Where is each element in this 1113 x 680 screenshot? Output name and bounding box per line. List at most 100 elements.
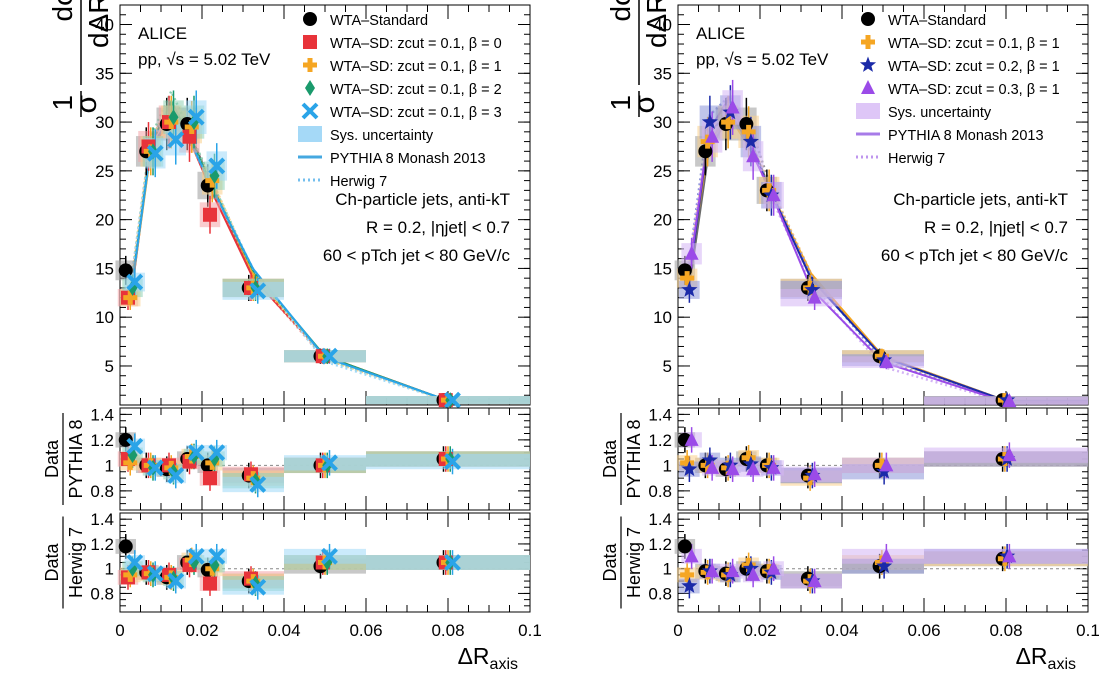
data-point bbox=[684, 245, 699, 260]
x-axis-label: ΔRaxis bbox=[1016, 643, 1076, 673]
y-label-frac-denominator: σ bbox=[628, 95, 661, 114]
x-tick-label: 0 bbox=[115, 621, 124, 640]
y-tick-label: 1.4 bbox=[90, 405, 114, 424]
data-point bbox=[879, 354, 894, 369]
y-tick-label: 20 bbox=[653, 211, 672, 230]
y-label-dR: dΔRaxis bbox=[641, 0, 677, 48]
y-tick-label: 30 bbox=[653, 113, 672, 132]
data-point bbox=[164, 115, 179, 130]
legend-label: PYTHIA 8 Monash 2013 bbox=[330, 151, 486, 167]
legend-marker bbox=[861, 35, 875, 49]
ratio-point bbox=[187, 547, 205, 565]
data-point bbox=[762, 183, 777, 198]
legend-label: PYTHIA 8 Monash 2013 bbox=[888, 128, 1044, 144]
ratio-point bbox=[321, 454, 338, 472]
legend: WTA–Standard WTA–SD: zcut = 0.1, β = 1 WTA… bbox=[856, 12, 1060, 167]
experiment-label: ALICE bbox=[138, 24, 187, 43]
ratio-label-denominator: Herwig 7 bbox=[624, 527, 644, 598]
ratio-point bbox=[249, 476, 267, 493]
ratio-point bbox=[167, 572, 185, 590]
ratio-point bbox=[876, 557, 893, 574]
y-tick-label: 5 bbox=[663, 357, 672, 376]
x-tick-label: 0.08 bbox=[431, 621, 464, 640]
y-tick-label: 1.4 bbox=[648, 510, 672, 529]
data-point bbox=[807, 289, 822, 304]
ratio-point bbox=[705, 459, 720, 474]
data-point bbox=[202, 207, 217, 222]
ratio-point bbox=[807, 466, 822, 481]
ratio-point bbox=[879, 457, 894, 472]
legend-swatch bbox=[856, 103, 880, 119]
data-point bbox=[444, 391, 461, 409]
y-tick-label: 1 bbox=[663, 456, 672, 475]
ratio-point bbox=[1002, 447, 1017, 462]
ratio-point bbox=[123, 567, 138, 582]
ratio-point bbox=[677, 539, 692, 554]
data-point bbox=[680, 271, 695, 286]
legend-label: WTA–SD: zcut = 0.1, β = 3 bbox=[330, 105, 502, 121]
y-tick-label: 15 bbox=[653, 259, 672, 278]
data-point bbox=[725, 99, 740, 114]
ratio-point bbox=[700, 458, 715, 473]
y-label-frac-numerator: 1 bbox=[605, 95, 636, 111]
data-point bbox=[126, 273, 144, 291]
data-point bbox=[249, 282, 267, 300]
y-axis-label-ratio: Data Herwig 7Data / Herwig 7 bbox=[600, 516, 644, 609]
legend-marker bbox=[301, 102, 319, 120]
y-tick-label: 5 bbox=[105, 357, 114, 376]
ratio-point bbox=[1002, 548, 1017, 563]
jet-def-line3: 60 < pTch jet < 80 GeV/c bbox=[881, 246, 1069, 265]
y-tick-label: 40 bbox=[653, 16, 672, 35]
ratio-point bbox=[444, 453, 461, 470]
ratio-point bbox=[684, 548, 699, 563]
y-tick-label: 1.2 bbox=[648, 535, 672, 554]
legend-marker bbox=[861, 80, 875, 94]
y-tick-label: 1.2 bbox=[90, 535, 114, 554]
data-point bbox=[168, 109, 179, 126]
ratio-point bbox=[741, 557, 756, 572]
experiment-label: ALICE bbox=[696, 24, 745, 43]
ratio-point bbox=[187, 444, 205, 462]
ratio-point bbox=[146, 459, 164, 477]
y-tick-label: 1 bbox=[105, 560, 114, 579]
ratio-label-denominator: Herwig 7 bbox=[66, 527, 86, 598]
data-point bbox=[721, 115, 736, 130]
ratio-point bbox=[874, 555, 889, 570]
ratio-point bbox=[701, 451, 718, 468]
legend-label: WTA–SD: zcut = 0.1, β = 1 bbox=[330, 59, 502, 75]
ratio-point bbox=[123, 455, 138, 470]
legend-marker bbox=[861, 12, 875, 26]
data-point bbox=[123, 290, 138, 305]
system-label: pp, √s = 5.02 TeV bbox=[696, 50, 829, 69]
ratio-pad-2: 0.8 1 1.2 1.4 0 0.02 0.04 0.06 0.08 0.1 bbox=[648, 510, 1099, 640]
data-point bbox=[205, 173, 220, 188]
ratio-point bbox=[202, 576, 217, 591]
x-tick-label: 0.02 bbox=[185, 621, 218, 640]
data-point bbox=[208, 157, 226, 175]
legend-label: Herwig 7 bbox=[330, 174, 387, 190]
x-tick-label: 0.06 bbox=[907, 621, 940, 640]
jet-def-line2: R = 0.2, |ηjet| < 0.7 bbox=[924, 218, 1068, 237]
x-axis-label-sub: axis bbox=[1048, 656, 1076, 673]
jet-def-line2: R = 0.2, |ηjet| < 0.7 bbox=[366, 218, 510, 237]
ratio-point bbox=[680, 455, 695, 470]
data-point bbox=[746, 148, 761, 163]
ratio-point bbox=[118, 539, 133, 554]
legend: WTA–Standard WTA–SD: zcut = 0.1, β = 0 WTA… bbox=[298, 12, 502, 190]
y-tick-label: 10 bbox=[95, 308, 114, 327]
x-tick-label: 0 bbox=[673, 621, 682, 640]
data-point bbox=[1002, 393, 1017, 408]
jet-def-line1: Ch-particle jets, anti-kT bbox=[335, 190, 510, 209]
y-label-dsigma: dσ bbox=[605, 0, 636, 21]
data-point bbox=[321, 347, 338, 365]
y-axis-label-ratio: Data PYTHIA 8Data / PYTHIA 8 bbox=[600, 413, 644, 505]
ratio-point bbox=[681, 577, 698, 593]
y-tick-label: 1.2 bbox=[90, 431, 114, 450]
ratio-pad-2: 0.8 1 1.2 1.4 0 0.02 0.04 0.06 0.08 0.1 bbox=[90, 510, 541, 640]
y-tick-label: 30 bbox=[95, 113, 114, 132]
y-tick-label: 0.8 bbox=[90, 584, 114, 603]
y-axis-label-main: 1σdσdΔRaxis1/σ dσ/dΔRaxis bbox=[605, 0, 677, 117]
y-tick-label: 20 bbox=[95, 211, 114, 230]
